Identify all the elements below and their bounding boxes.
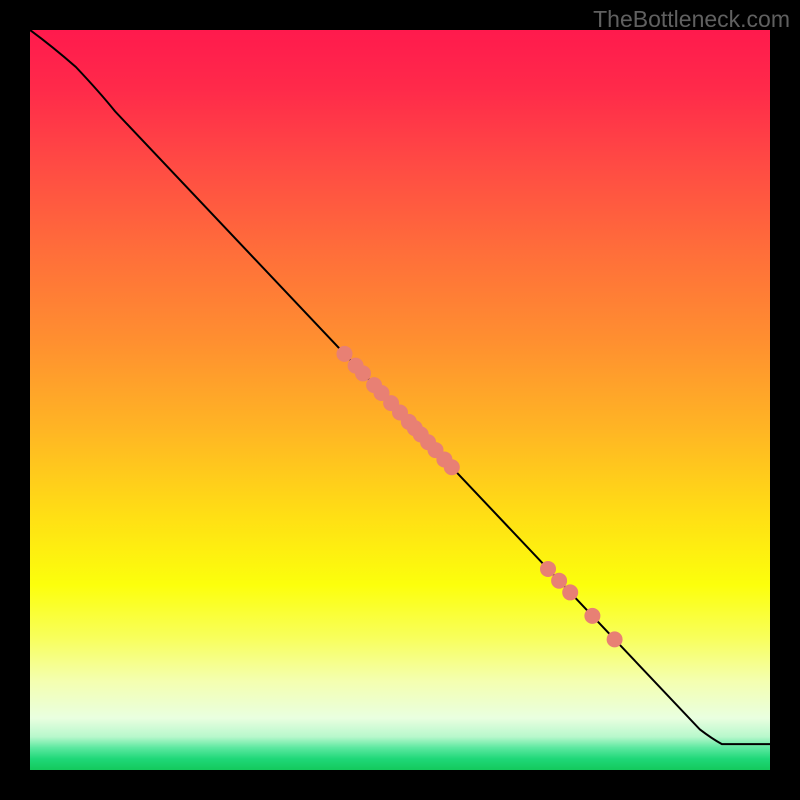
- watermark-text: TheBottleneck.com: [593, 6, 790, 33]
- chart-frame: TheBottleneck.com: [0, 0, 800, 800]
- plot-background: [30, 30, 770, 770]
